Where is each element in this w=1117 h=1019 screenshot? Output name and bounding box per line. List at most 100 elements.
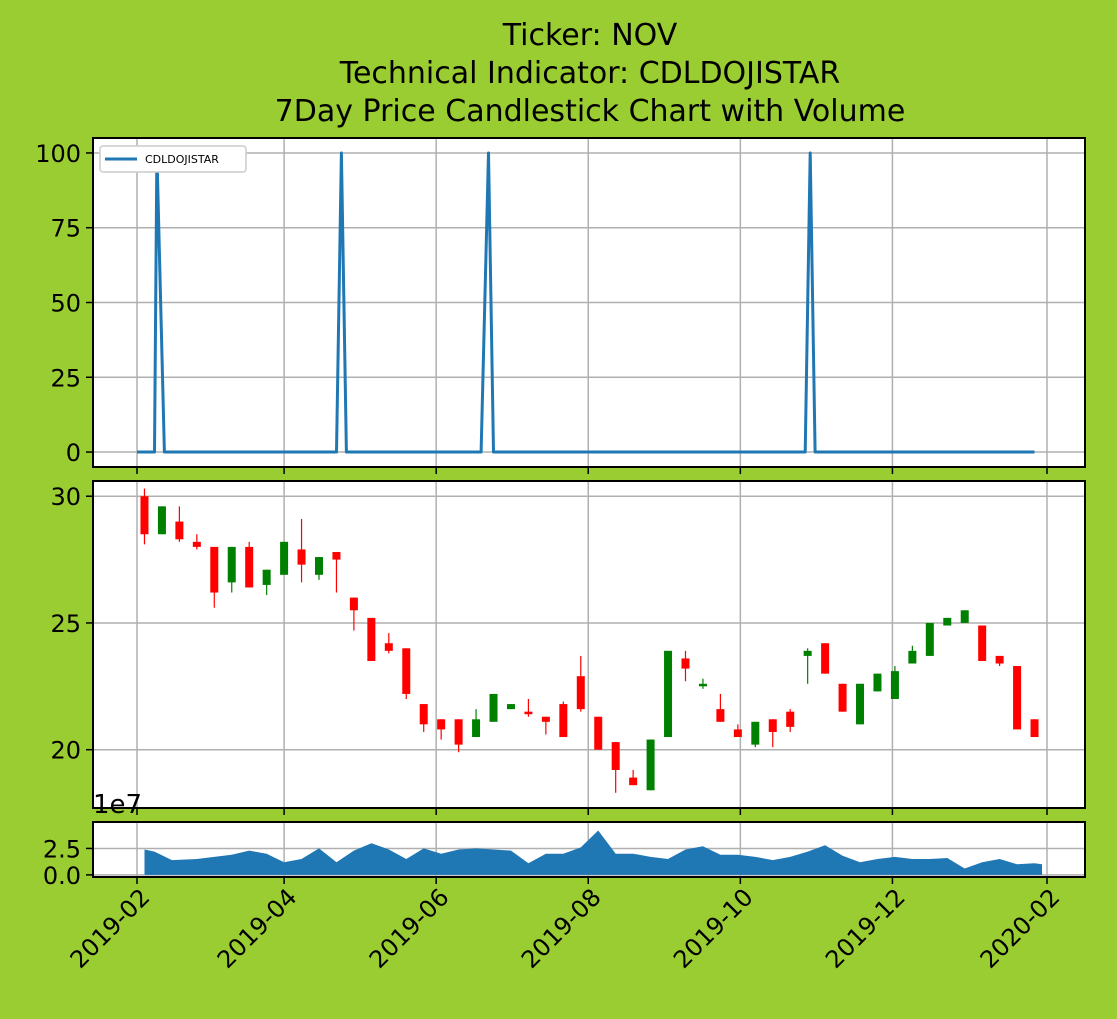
candle-body-2019-06-24 [489, 693, 498, 722]
candle-2019-05-27 [419, 704, 428, 732]
candle-2019-09-02 [664, 650, 673, 738]
candle-body-2019-06-10 [454, 719, 463, 745]
candle-2019-12-16 [925, 622, 934, 656]
candle-2019-10-07 [751, 721, 760, 748]
candle-2019-02-04 [140, 488, 149, 545]
candle-body-2019-07-29 [576, 676, 585, 710]
candle-body-2019-08-26 [646, 739, 655, 791]
candle-body-2019-07-15 [541, 716, 550, 722]
candle-body-2019-12-02 [890, 671, 899, 699]
candle-body-2019-04-29 [349, 597, 358, 611]
candle-body-2019-04-01 [280, 541, 289, 575]
candle-body-2019-08-12 [611, 742, 620, 770]
volume-ytick-label-2.5: 2.5 [43, 835, 81, 863]
candle-2019-08-19 [629, 769, 638, 786]
candle-2019-07-22 [559, 701, 568, 738]
legend-box [99, 145, 247, 173]
indicator-line [137, 151, 1035, 454]
candle-2020-01-13 [995, 655, 1004, 667]
indicator-ytick-label-100: 100 [35, 140, 81, 168]
candle-body-2019-07-08 [524, 711, 533, 715]
candle-2019-07-29 [576, 655, 585, 712]
candle-2019-12-09 [908, 645, 917, 664]
candle-body-2019-08-19 [629, 777, 638, 786]
candle-2019-12-30 [960, 610, 969, 623]
candle-body-2019-05-13 [384, 643, 393, 651]
legend-label: CDLDOJISTAR [145, 153, 219, 166]
x-tick-label-2020-02: 2020-02 [975, 883, 1066, 974]
candle-body-2019-12-23 [943, 617, 952, 626]
candle-2019-09-16 [698, 678, 707, 689]
candle-2019-09-09 [681, 650, 690, 682]
candle-body-2019-05-06 [367, 617, 376, 661]
candle-body-2019-07-22 [559, 704, 568, 738]
candle-2019-11-25 [873, 673, 882, 692]
candle-2019-10-21 [786, 709, 795, 732]
candle-2019-09-30 [733, 724, 742, 738]
candle-body-2019-09-16 [698, 683, 707, 687]
candle-body-2019-11-11 [838, 683, 847, 712]
candle-body-2019-02-04 [140, 496, 149, 535]
candle-2019-05-06 [367, 617, 376, 661]
candle-2019-03-18 [245, 541, 254, 588]
candle-2019-12-02 [890, 666, 899, 699]
candle-body-2019-12-09 [908, 650, 917, 664]
candle-2019-06-10 [454, 719, 463, 753]
candle-2019-04-08 [297, 519, 306, 583]
candle-2019-07-15 [541, 716, 550, 735]
candle-2020-01-27 [1030, 719, 1039, 738]
candle-2019-11-18 [856, 683, 865, 725]
candle-body-2019-02-11 [157, 506, 166, 535]
chart-title-line-1: Ticker: NOV [502, 18, 678, 53]
indicator-legend: CDLDOJISTAR [99, 145, 247, 173]
volume-ytick-label-0.0: 0.0 [43, 862, 81, 890]
candle-body-2020-01-27 [1030, 719, 1039, 738]
candle-body-2019-11-18 [856, 683, 865, 725]
candle-2019-06-03 [437, 719, 446, 740]
candle-body-2020-01-20 [1013, 666, 1022, 730]
x-tick-label-2019-02: 2019-02 [65, 883, 156, 974]
x-tick-label-2019-08: 2019-08 [516, 883, 607, 974]
candle-2019-04-22 [332, 551, 341, 593]
candle-2019-02-25 [192, 534, 201, 550]
x-tick-label-2019-06: 2019-06 [364, 883, 455, 974]
indicator-ytick-label-75: 75 [50, 215, 81, 243]
candle-2019-02-11 [157, 506, 166, 535]
x-axis: 2019-02 2019-04 2019-06 2019-08 2019-10 2019-… [65, 883, 1066, 974]
candle-2019-04-01 [280, 541, 289, 575]
candle-2019-07-08 [524, 699, 533, 717]
candle-body-2019-04-08 [297, 549, 306, 565]
candle-body-2019-03-18 [245, 546, 254, 588]
candle-2019-12-23 [943, 617, 952, 626]
x-tick-label-2019-12: 2019-12 [820, 883, 911, 974]
candle-2019-10-28 [803, 648, 812, 684]
candle-2019-07-01 [506, 704, 515, 710]
candle-2019-08-05 [594, 716, 603, 750]
candle-body-2019-09-09 [681, 658, 690, 669]
candle-body-2019-05-27 [419, 704, 428, 725]
price-panel: 20 25 30 [50, 480, 1086, 815]
candle-body-2019-06-17 [472, 719, 481, 738]
x-tick-label-2019-10: 2019-10 [668, 883, 759, 974]
candle-2019-06-24 [489, 693, 498, 722]
candle-2019-04-15 [315, 557, 323, 580]
candle-body-2019-11-25 [873, 673, 882, 692]
candle-2019-11-11 [838, 683, 847, 712]
candle-body-2019-04-15 [315, 557, 323, 575]
candle-body-2019-09-02 [664, 650, 673, 738]
candle-2019-11-04 [821, 643, 830, 674]
candle-2019-09-23 [716, 693, 725, 722]
candle-body-2019-02-25 [192, 541, 201, 547]
chart-title-line-3: 7Day Price Candlestick Chart with Volume [275, 94, 906, 129]
indicator-ytick-label-0: 0 [66, 439, 81, 467]
candle-body-2019-08-05 [594, 716, 603, 750]
candle-2019-03-04 [210, 546, 219, 608]
volume-multiplier-label: 1e7 [93, 790, 142, 820]
candle-2020-01-06 [978, 625, 987, 661]
candle-body-2019-10-28 [803, 650, 812, 656]
candle-2019-10-14 [768, 719, 777, 748]
candle-body-2019-04-22 [332, 551, 341, 560]
candle-2019-05-13 [384, 633, 393, 654]
candle-body-2019-12-16 [925, 622, 934, 656]
